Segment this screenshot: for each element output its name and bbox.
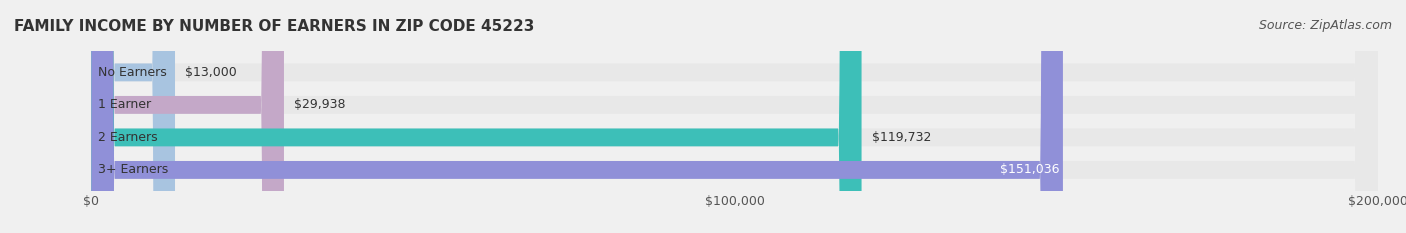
Text: 2 Earners: 2 Earners xyxy=(98,131,157,144)
FancyBboxPatch shape xyxy=(91,0,1378,233)
Text: Source: ZipAtlas.com: Source: ZipAtlas.com xyxy=(1258,19,1392,32)
FancyBboxPatch shape xyxy=(91,0,284,233)
Text: $119,732: $119,732 xyxy=(872,131,931,144)
FancyBboxPatch shape xyxy=(91,0,1378,233)
FancyBboxPatch shape xyxy=(91,0,1378,233)
Text: $151,036: $151,036 xyxy=(1000,163,1059,176)
Text: FAMILY INCOME BY NUMBER OF EARNERS IN ZIP CODE 45223: FAMILY INCOME BY NUMBER OF EARNERS IN ZI… xyxy=(14,19,534,34)
Text: 1 Earner: 1 Earner xyxy=(98,98,150,111)
FancyBboxPatch shape xyxy=(91,0,862,233)
Text: $13,000: $13,000 xyxy=(186,66,238,79)
FancyBboxPatch shape xyxy=(91,0,1378,233)
Text: 3+ Earners: 3+ Earners xyxy=(98,163,169,176)
FancyBboxPatch shape xyxy=(91,0,174,233)
Text: No Earners: No Earners xyxy=(98,66,166,79)
FancyBboxPatch shape xyxy=(91,0,1063,233)
Text: $29,938: $29,938 xyxy=(294,98,346,111)
